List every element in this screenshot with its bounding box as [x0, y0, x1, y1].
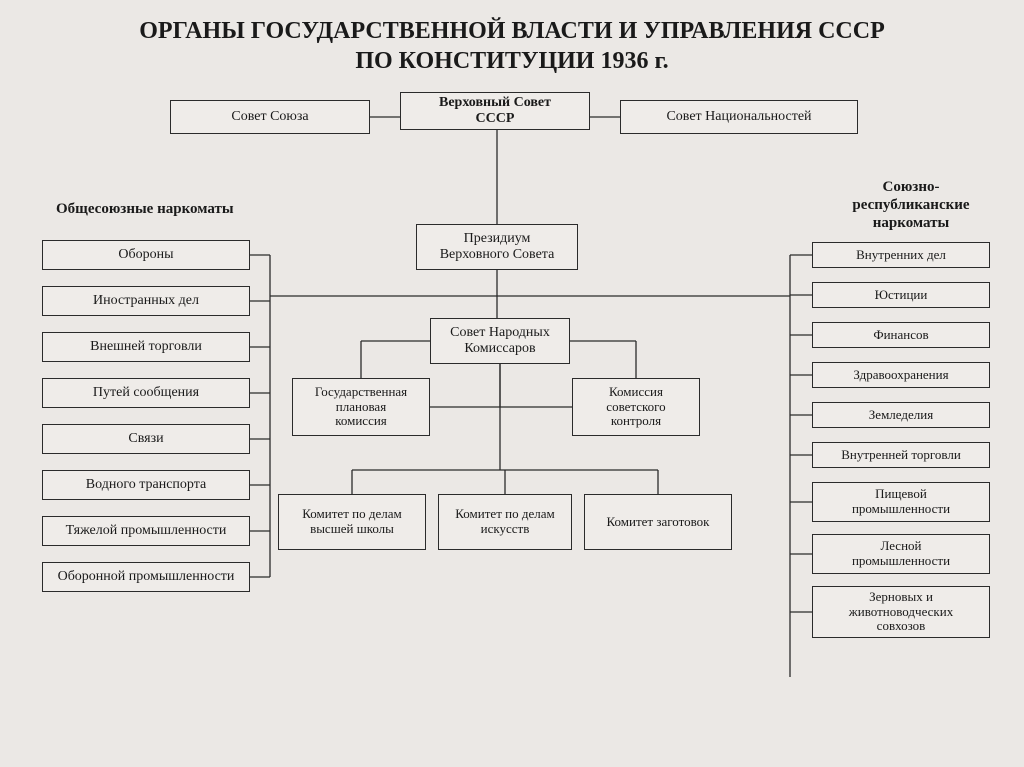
node-soviet_union: Совет Союза — [170, 100, 370, 134]
left-item-4: Связи — [42, 424, 250, 454]
node-supreme_soviet: Верховный СоветСССР — [400, 92, 590, 130]
node-procurement: Комитет заготовок — [584, 494, 732, 550]
right-item-7: Леснойпромышленности — [812, 534, 990, 574]
right-item-1: Юстиции — [812, 282, 990, 308]
left-item-0: Обороны — [42, 240, 250, 270]
left-item-1: Иностранных дел — [42, 286, 250, 316]
right-item-6: Пищевойпромышленности — [812, 482, 990, 522]
right-item-3: Здравоохранения — [812, 362, 990, 388]
right-item-8: Зерновых иживотноводческихсовхозов — [812, 586, 990, 638]
left-item-5: Водного транспорта — [42, 470, 250, 500]
left-item-7: Оборонной промышленности — [42, 562, 250, 592]
page-title-line1: ОРГАНЫ ГОСУДАРСТВЕННОЙ ВЛАСТИ И УПРАВЛЕН… — [0, 18, 1024, 45]
left-item-3: Путей сообщения — [42, 378, 250, 408]
page-title-line2: ПО КОНСТИТУЦИИ 1936 г. — [0, 48, 1024, 75]
node-control_comm: Комиссиясоветскогоконтроля — [572, 378, 700, 436]
left-section-label: Общесоюзные наркоматы — [56, 200, 234, 218]
left-item-2: Внешней торговли — [42, 332, 250, 362]
right-section-label: Союзно- республиканские наркоматы — [836, 178, 986, 232]
right-item-0: Внутренних дел — [812, 242, 990, 268]
right-item-4: Земледелия — [812, 402, 990, 428]
node-arts: Комитет по деламискусств — [438, 494, 572, 550]
node-higher_school: Комитет по деламвысшей школы — [278, 494, 426, 550]
node-sovnarkom: Совет НародныхКомиссаров — [430, 318, 570, 364]
node-gosplan: Государственнаяплановаякомиссия — [292, 378, 430, 436]
right-item-2: Финансов — [812, 322, 990, 348]
node-soviet_nationalities: Совет Национальностей — [620, 100, 858, 134]
node-presidium: ПрезидиумВерховного Совета — [416, 224, 578, 270]
right-item-5: Внутренней торговли — [812, 442, 990, 468]
left-item-6: Тяжелой промышленности — [42, 516, 250, 546]
